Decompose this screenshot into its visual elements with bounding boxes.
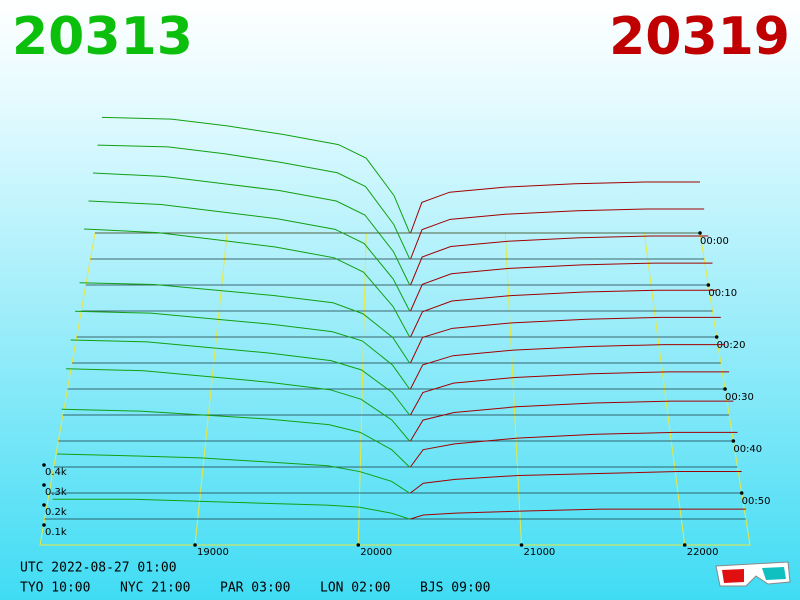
city-clock: BJS 09:00 xyxy=(420,581,490,596)
city-clock: NYC 21:00 xyxy=(120,581,190,596)
x-tick-label: 22000 xyxy=(687,547,719,558)
y-tick-label: 0.3k xyxy=(45,487,67,498)
ask-depth-line xyxy=(410,316,721,364)
tick-mark xyxy=(42,523,46,527)
x-tick-label: 20000 xyxy=(360,547,392,558)
bid-depth-line xyxy=(88,200,411,312)
x-tick-label: 19000 xyxy=(197,547,229,558)
best-ask: 20319 xyxy=(609,7,790,67)
tick-mark xyxy=(42,483,46,487)
bid-depth-line xyxy=(61,408,410,468)
x-tick-label: 21000 xyxy=(523,547,555,558)
time-tick-label: 00:20 xyxy=(717,340,746,351)
bid-depth-line xyxy=(75,310,410,390)
ask-depth-line xyxy=(410,235,709,286)
best-bid: 20313 xyxy=(12,7,193,67)
time-tick-label: 00:00 xyxy=(700,236,729,247)
bid-depth-line xyxy=(70,339,410,416)
3d-glasses-icon xyxy=(715,561,791,587)
y-tick-label: 0.1k xyxy=(45,527,67,538)
ask-depth-line xyxy=(410,471,742,494)
ask-depth-line xyxy=(410,508,746,520)
tick-mark xyxy=(356,543,361,547)
ask-depth-line xyxy=(410,181,700,234)
ask-depth-line xyxy=(410,262,713,312)
tick-mark xyxy=(193,543,197,547)
plot xyxy=(44,116,746,520)
y-tick-label: 0.4k xyxy=(45,467,67,478)
clocks: TYO 10:00 NYC 21:00 PAR 03:00 LON 02:00 BJS … xyxy=(20,581,490,596)
bid-depth-line xyxy=(97,144,411,260)
ask-depth-line xyxy=(410,289,717,338)
tick-mark xyxy=(42,463,46,467)
city-clock: PAR 03:00 xyxy=(220,581,290,596)
tick-mark xyxy=(682,543,687,547)
ask-depth-line xyxy=(409,400,734,442)
ask-depth-line xyxy=(410,371,730,416)
bid-depth-line xyxy=(83,228,411,338)
y-tick-label: 0.2k xyxy=(45,507,67,518)
utc-time: UTC 2022-08-27 01:00 xyxy=(20,561,177,576)
ask-depth-line xyxy=(409,431,738,468)
time-tick-label: 00:40 xyxy=(733,444,762,455)
tick-mark xyxy=(42,503,46,507)
bid-depth-line xyxy=(92,172,411,286)
city-clock: LON 02:00 xyxy=(320,581,390,596)
bid-depth-line xyxy=(101,116,411,234)
ask-depth-line xyxy=(410,344,725,390)
city-clock: TYO 10:00 xyxy=(20,581,90,596)
time-tick-label: 00:30 xyxy=(725,392,754,403)
bid-depth-line xyxy=(57,453,410,494)
bid-depth-line xyxy=(79,282,410,364)
tick-mark xyxy=(519,543,524,547)
time-tick-label: 00:50 xyxy=(742,496,771,507)
time-tick-label: 00:10 xyxy=(708,288,737,299)
ask-depth-line xyxy=(410,208,705,260)
bid-depth-line xyxy=(52,498,410,520)
bid-depth-line xyxy=(66,368,410,442)
